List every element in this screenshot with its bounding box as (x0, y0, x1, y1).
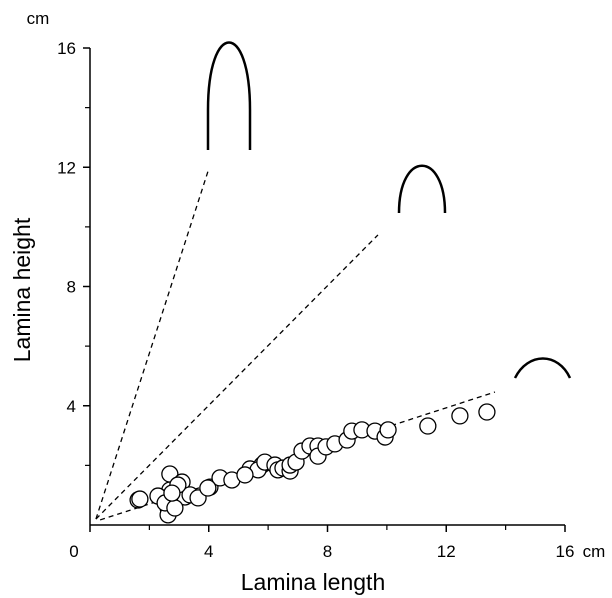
y-unit: cm (27, 9, 50, 28)
data-point (236, 466, 254, 484)
x-unit: cm (583, 542, 606, 561)
x-tick-label: 12 (437, 542, 456, 561)
data-point (163, 484, 181, 502)
y-tick-label: 16 (57, 39, 76, 58)
leaf-shape-mid (397, 164, 447, 214)
leaf-shape-wide (513, 357, 572, 379)
dashed-line (95, 171, 209, 520)
x-tick-label: 8 (323, 542, 332, 561)
x-tick-label: 4 (204, 542, 213, 561)
x-tick-label: 0 (69, 542, 78, 561)
y-tick-label: 8 (67, 278, 76, 297)
y-tick-label: 4 (67, 397, 76, 416)
data-point (419, 417, 437, 435)
data-point (478, 403, 496, 421)
y-axis-label: Lamina height (9, 217, 35, 362)
data-point (379, 421, 397, 439)
y-tick-label: 12 (57, 158, 76, 177)
data-point (451, 407, 469, 425)
leaf-shape-tall (206, 41, 252, 150)
data-point (166, 499, 184, 517)
data-point (199, 479, 217, 497)
dashed-line (95, 234, 379, 520)
leaf-shapes (206, 41, 572, 379)
x-tick-label: 16 (556, 542, 575, 561)
data-point (131, 490, 149, 508)
x-axis-label: Lamina length (241, 569, 386, 595)
